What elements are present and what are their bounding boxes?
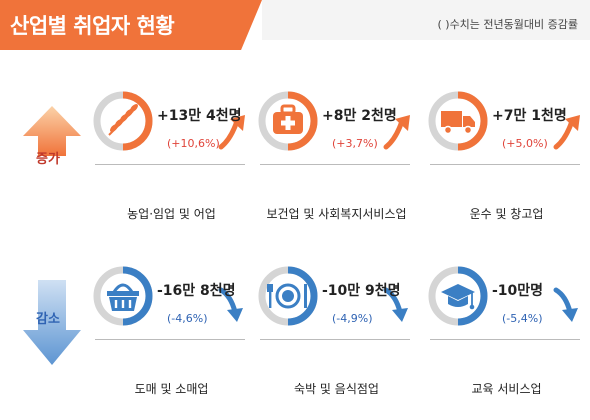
icon-ring-accent — [457, 266, 488, 326]
change-rate: (-4,6%) — [167, 312, 208, 325]
medical-kit-icon — [273, 104, 303, 134]
change-amount: +7만 1천명 — [492, 108, 567, 124]
wheat-icon — [108, 104, 138, 136]
basket-icon — [107, 283, 139, 311]
trend-up-arrowhead — [395, 115, 410, 131]
change-rate: (+5,0%) — [502, 137, 548, 150]
industry-label: 보건업 및 사회복지서비스업 — [266, 207, 407, 221]
trend-up-arrowhead — [565, 115, 580, 131]
change-rate: (+10,6%) — [167, 137, 220, 150]
change-amount: -10만 9천명 — [322, 283, 401, 299]
industry-label: 숙박 및 음식점업 — [294, 382, 379, 396]
icon-ring-accent — [122, 91, 153, 151]
industry-label: 도매 및 소매업 — [134, 382, 209, 396]
item-divider — [430, 339, 580, 340]
industry-label: 농업·임업 및 어업 — [127, 207, 216, 221]
rate-note: ( )수치는 전년동월대비 증감률 — [437, 18, 578, 31]
change-amount: +13만 4천명 — [157, 108, 242, 124]
increase-label: 증가 — [36, 152, 60, 167]
change-rate: (-5,4%) — [502, 312, 543, 325]
item-divider — [260, 339, 410, 340]
change-rate: (-4,9%) — [332, 312, 373, 325]
change-amount: +8만 2천명 — [322, 108, 397, 124]
header-band — [262, 0, 590, 40]
increase-arrow-icon — [23, 106, 81, 156]
icon-ring-accent — [457, 91, 488, 151]
change-amount: -10만명 — [492, 283, 544, 299]
dining-icon — [267, 283, 307, 309]
page-title: 산업별 취업자 현황 — [10, 14, 175, 38]
trend-up-arrowhead — [230, 115, 245, 131]
decrease-label: 감소 — [36, 312, 60, 327]
change-rate: (+3,7%) — [332, 137, 378, 150]
trend-down-arrowhead — [392, 308, 408, 322]
icon-ring-accent — [122, 266, 153, 326]
decrease-arrow-icon — [23, 280, 81, 365]
industry-label: 운수 및 창고업 — [469, 207, 544, 221]
icon-ring-accent — [287, 266, 318, 326]
industry-label: 교육 서비스업 — [471, 382, 542, 396]
item-divider — [430, 164, 580, 165]
trend-down-arrowhead — [227, 308, 243, 322]
trend-down-arrowhead — [562, 308, 578, 322]
change-amount: -16만 8천명 — [157, 283, 236, 299]
truck-icon — [441, 111, 475, 135]
graduation-cap-icon — [441, 284, 475, 310]
title-banner: 산업별 취업자 현황 — [0, 0, 262, 50]
icon-ring-accent — [287, 91, 318, 151]
item-divider — [260, 164, 410, 165]
item-divider — [95, 339, 245, 340]
item-divider — [95, 164, 245, 165]
